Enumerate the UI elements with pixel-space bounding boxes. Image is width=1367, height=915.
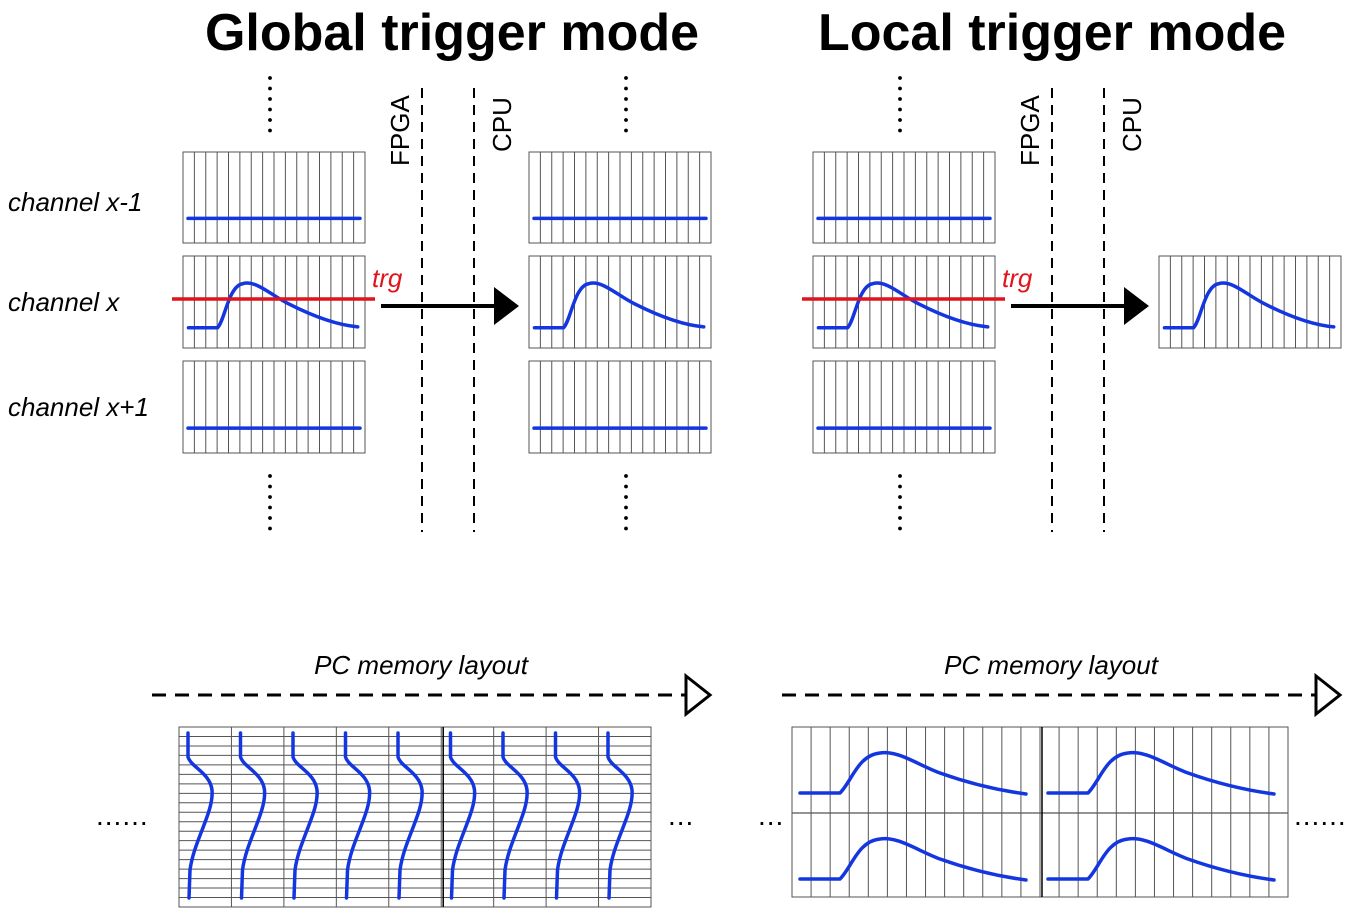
trigger-label-global: trg <box>372 263 403 293</box>
ellipsis-dot <box>898 505 902 510</box>
vertical-ellipsis <box>898 474 902 531</box>
ellipsis-dot <box>624 505 628 510</box>
ellipsis-dot <box>898 474 902 478</box>
waveform-pulse <box>816 281 990 330</box>
waveform-pulse <box>186 281 360 330</box>
boundary-lines <box>421 88 1105 532</box>
panel-global-fpga-x-plus-1 <box>182 360 366 454</box>
ellipsis-dot <box>268 505 272 510</box>
ellipsis-dot <box>898 516 902 520</box>
ellipsis-dot <box>268 97 272 101</box>
ellipsis-dot <box>268 107 272 112</box>
vertical-ellipsis <box>624 474 628 531</box>
ellipsis-dot <box>624 484 628 489</box>
memory-waveform <box>291 731 319 900</box>
ellipsis-left-global: ...... <box>96 800 149 831</box>
ellipsis-dot <box>268 118 272 122</box>
cpu-label-global: CPU <box>487 97 517 152</box>
memory-waveform <box>396 731 424 900</box>
ellipsis-dot <box>268 474 272 478</box>
ellipsis-right-local: ...... <box>1294 800 1347 831</box>
ellipsis-dot <box>268 128 272 133</box>
fpga-label-local: FPGA <box>1015 95 1045 166</box>
panel-local-fpga-x-plus-1 <box>812 360 996 454</box>
vertical-ellipsis <box>268 474 272 531</box>
memory-grid-frame <box>178 726 652 908</box>
memory-waveform <box>798 750 1028 796</box>
cpu-label-local: CPU <box>1117 97 1147 152</box>
vertical-ellipsis-group <box>268 76 902 531</box>
ellipsis-dot <box>898 495 902 499</box>
memory-waveform <box>501 731 529 900</box>
ellipsis-dot <box>624 495 628 499</box>
memory-layout-label-global: PC memory layout <box>314 650 530 680</box>
ellipsis-dot <box>624 474 628 478</box>
ellipsis-dot <box>898 97 902 101</box>
panel-global-cpu-x <box>528 255 712 349</box>
trigger-label-local: trg <box>1002 263 1033 293</box>
ellipsis-dot <box>898 484 902 489</box>
memory-waveform <box>606 731 634 900</box>
fpga-label-global: FPGA <box>385 95 415 166</box>
panel-global-fpga-x-minus-1 <box>182 151 366 244</box>
memory-waveform <box>1046 836 1276 882</box>
transfer-arrow-head-local <box>1124 287 1149 325</box>
ellipsis-dot <box>624 107 628 112</box>
channel-label-x-plus-1: channel x+1 <box>8 392 149 422</box>
global-trigger-title: Global trigger mode <box>205 4 699 62</box>
ellipsis-dot <box>898 526 902 531</box>
ellipsis-dot <box>624 526 628 531</box>
ellipsis-dot <box>898 86 902 91</box>
memory-grids <box>178 726 1289 908</box>
memory-waveform <box>343 731 372 900</box>
memory-waveform <box>553 731 582 900</box>
channel-label-x-minus-1: channel x-1 <box>8 187 142 217</box>
panel-local-fpga-x <box>812 255 996 349</box>
panel-global-cpu-x-plus-1 <box>528 360 712 454</box>
ellipsis-dot <box>898 128 902 133</box>
memory-waveform <box>798 836 1028 882</box>
ellipsis-dot <box>898 118 902 122</box>
ellipsis-dot <box>624 86 628 91</box>
ellipsis-dot <box>898 107 902 112</box>
ellipsis-dot <box>624 128 628 133</box>
ellipsis-dot <box>268 495 272 499</box>
vertical-ellipsis <box>898 76 902 133</box>
memory-waveform <box>448 731 477 900</box>
ellipsis-left-local: ... <box>758 800 784 831</box>
ellipsis-dot <box>268 526 272 531</box>
memory-layout-label-local: PC memory layout <box>944 650 1160 680</box>
ellipsis-dot <box>268 76 272 80</box>
channel-label-x: channel x <box>8 287 120 317</box>
panel-local-fpga-x-minus-1 <box>812 151 996 244</box>
ellipsis-dot <box>624 76 628 80</box>
memory-waveform <box>1046 750 1276 796</box>
memory-grid-global <box>178 726 652 908</box>
vertical-ellipsis <box>268 76 272 133</box>
memory-direction-arrowhead-global <box>684 672 713 718</box>
panel-global-fpga-x <box>182 255 366 349</box>
memory-grid-local <box>791 726 1289 898</box>
ellipsis-dot <box>268 484 272 489</box>
ellipsis-dot <box>898 76 902 80</box>
memory-direction-arrowhead-local <box>1314 672 1343 718</box>
ellipsis-dot <box>624 516 628 520</box>
ellipsis-dot <box>268 516 272 520</box>
panel-local-cpu-x <box>1158 255 1342 349</box>
channel-panels <box>182 151 1342 454</box>
ellipsis-dot <box>624 118 628 122</box>
memory-waveform <box>238 731 267 900</box>
transfer-arrow-head-global <box>494 287 519 325</box>
ellipsis-dot <box>624 97 628 101</box>
vertical-ellipsis <box>624 76 628 133</box>
ellipsis-dot <box>268 86 272 91</box>
memory-waveform <box>186 731 214 900</box>
waveform-pulse <box>532 281 706 330</box>
waveform-pulse <box>1162 281 1336 330</box>
panel-global-cpu-x-minus-1 <box>528 151 712 244</box>
local-trigger-title: Local trigger mode <box>818 4 1286 62</box>
ellipsis-right-global: ... <box>668 800 694 831</box>
